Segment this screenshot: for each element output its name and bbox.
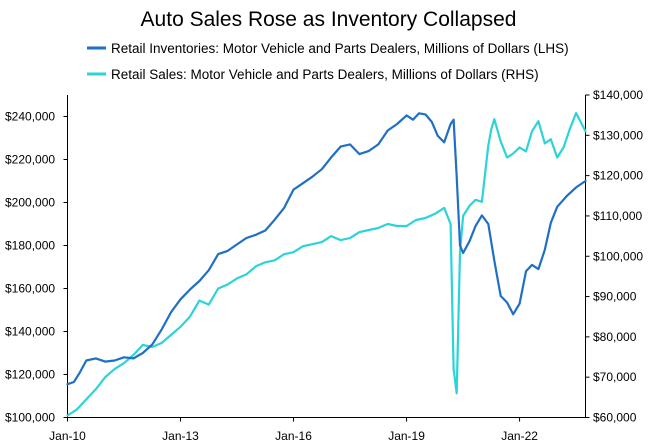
series-line-inventories [66, 112, 587, 386]
legend-label-sales: Retail Sales: Motor Vehicle and Parts De… [111, 67, 539, 82]
right-tick-label: $60,000 [593, 411, 637, 425]
x-tick-label: Jan-10 [49, 429, 86, 443]
x-tick-label: Jan-16 [275, 429, 312, 443]
left-tick-label: $180,000 [5, 239, 55, 253]
x-tick-label: Jan-22 [501, 429, 538, 443]
legend: Retail Inventories: Motor Vehicle and Pa… [87, 41, 569, 82]
left-tick-label: $160,000 [5, 282, 55, 296]
x-axis-ticks: Jan-10 Jan-13 Jan-16 Jan-19 Jan-22 [49, 417, 538, 443]
right-tick-label: $90,000 [593, 290, 637, 304]
left-tick-label: $120,000 [5, 368, 55, 382]
right-tick-label: $130,000 [593, 128, 643, 142]
right-tick-label: $120,000 [593, 169, 643, 183]
left-tick-label: $100,000 [5, 411, 55, 425]
right-axis-ticks: $60,000 $70,000 $80,000 $90,000 $100,000 $110… [585, 88, 643, 425]
left-tick-label: $200,000 [5, 196, 55, 210]
right-tick-label: $110,000 [593, 209, 642, 223]
series-layer [66, 112, 587, 417]
right-tick-label: $70,000 [593, 370, 637, 384]
x-tick-label: Jan-19 [388, 429, 425, 443]
legend-label-inventories: Retail Inventories: Motor Vehicle and Pa… [111, 41, 569, 56]
legend-item-inventories: Retail Inventories: Motor Vehicle and Pa… [87, 41, 569, 56]
left-tick-label: $240,000 [5, 110, 55, 124]
right-tick-label: $100,000 [593, 249, 643, 263]
legend-item-sales: Retail Sales: Motor Vehicle and Parts De… [87, 67, 539, 82]
plot-area: $100,000 $120,000 $140,000 $160,000 $180,000… [5, 88, 643, 443]
right-tick-label: $140,000 [593, 88, 643, 102]
left-tick-label: $220,000 [5, 153, 55, 167]
right-tick-label: $80,000 [593, 330, 637, 344]
left-tick-label: $140,000 [5, 325, 55, 339]
left-axis-ticks: $100,000 $120,000 $140,000 $160,000 $180,000… [5, 110, 68, 425]
series-line-sales [66, 112, 587, 417]
chart-title: Auto Sales Rose as Inventory Collapsed [141, 8, 517, 31]
x-tick-label: Jan-13 [162, 429, 199, 443]
